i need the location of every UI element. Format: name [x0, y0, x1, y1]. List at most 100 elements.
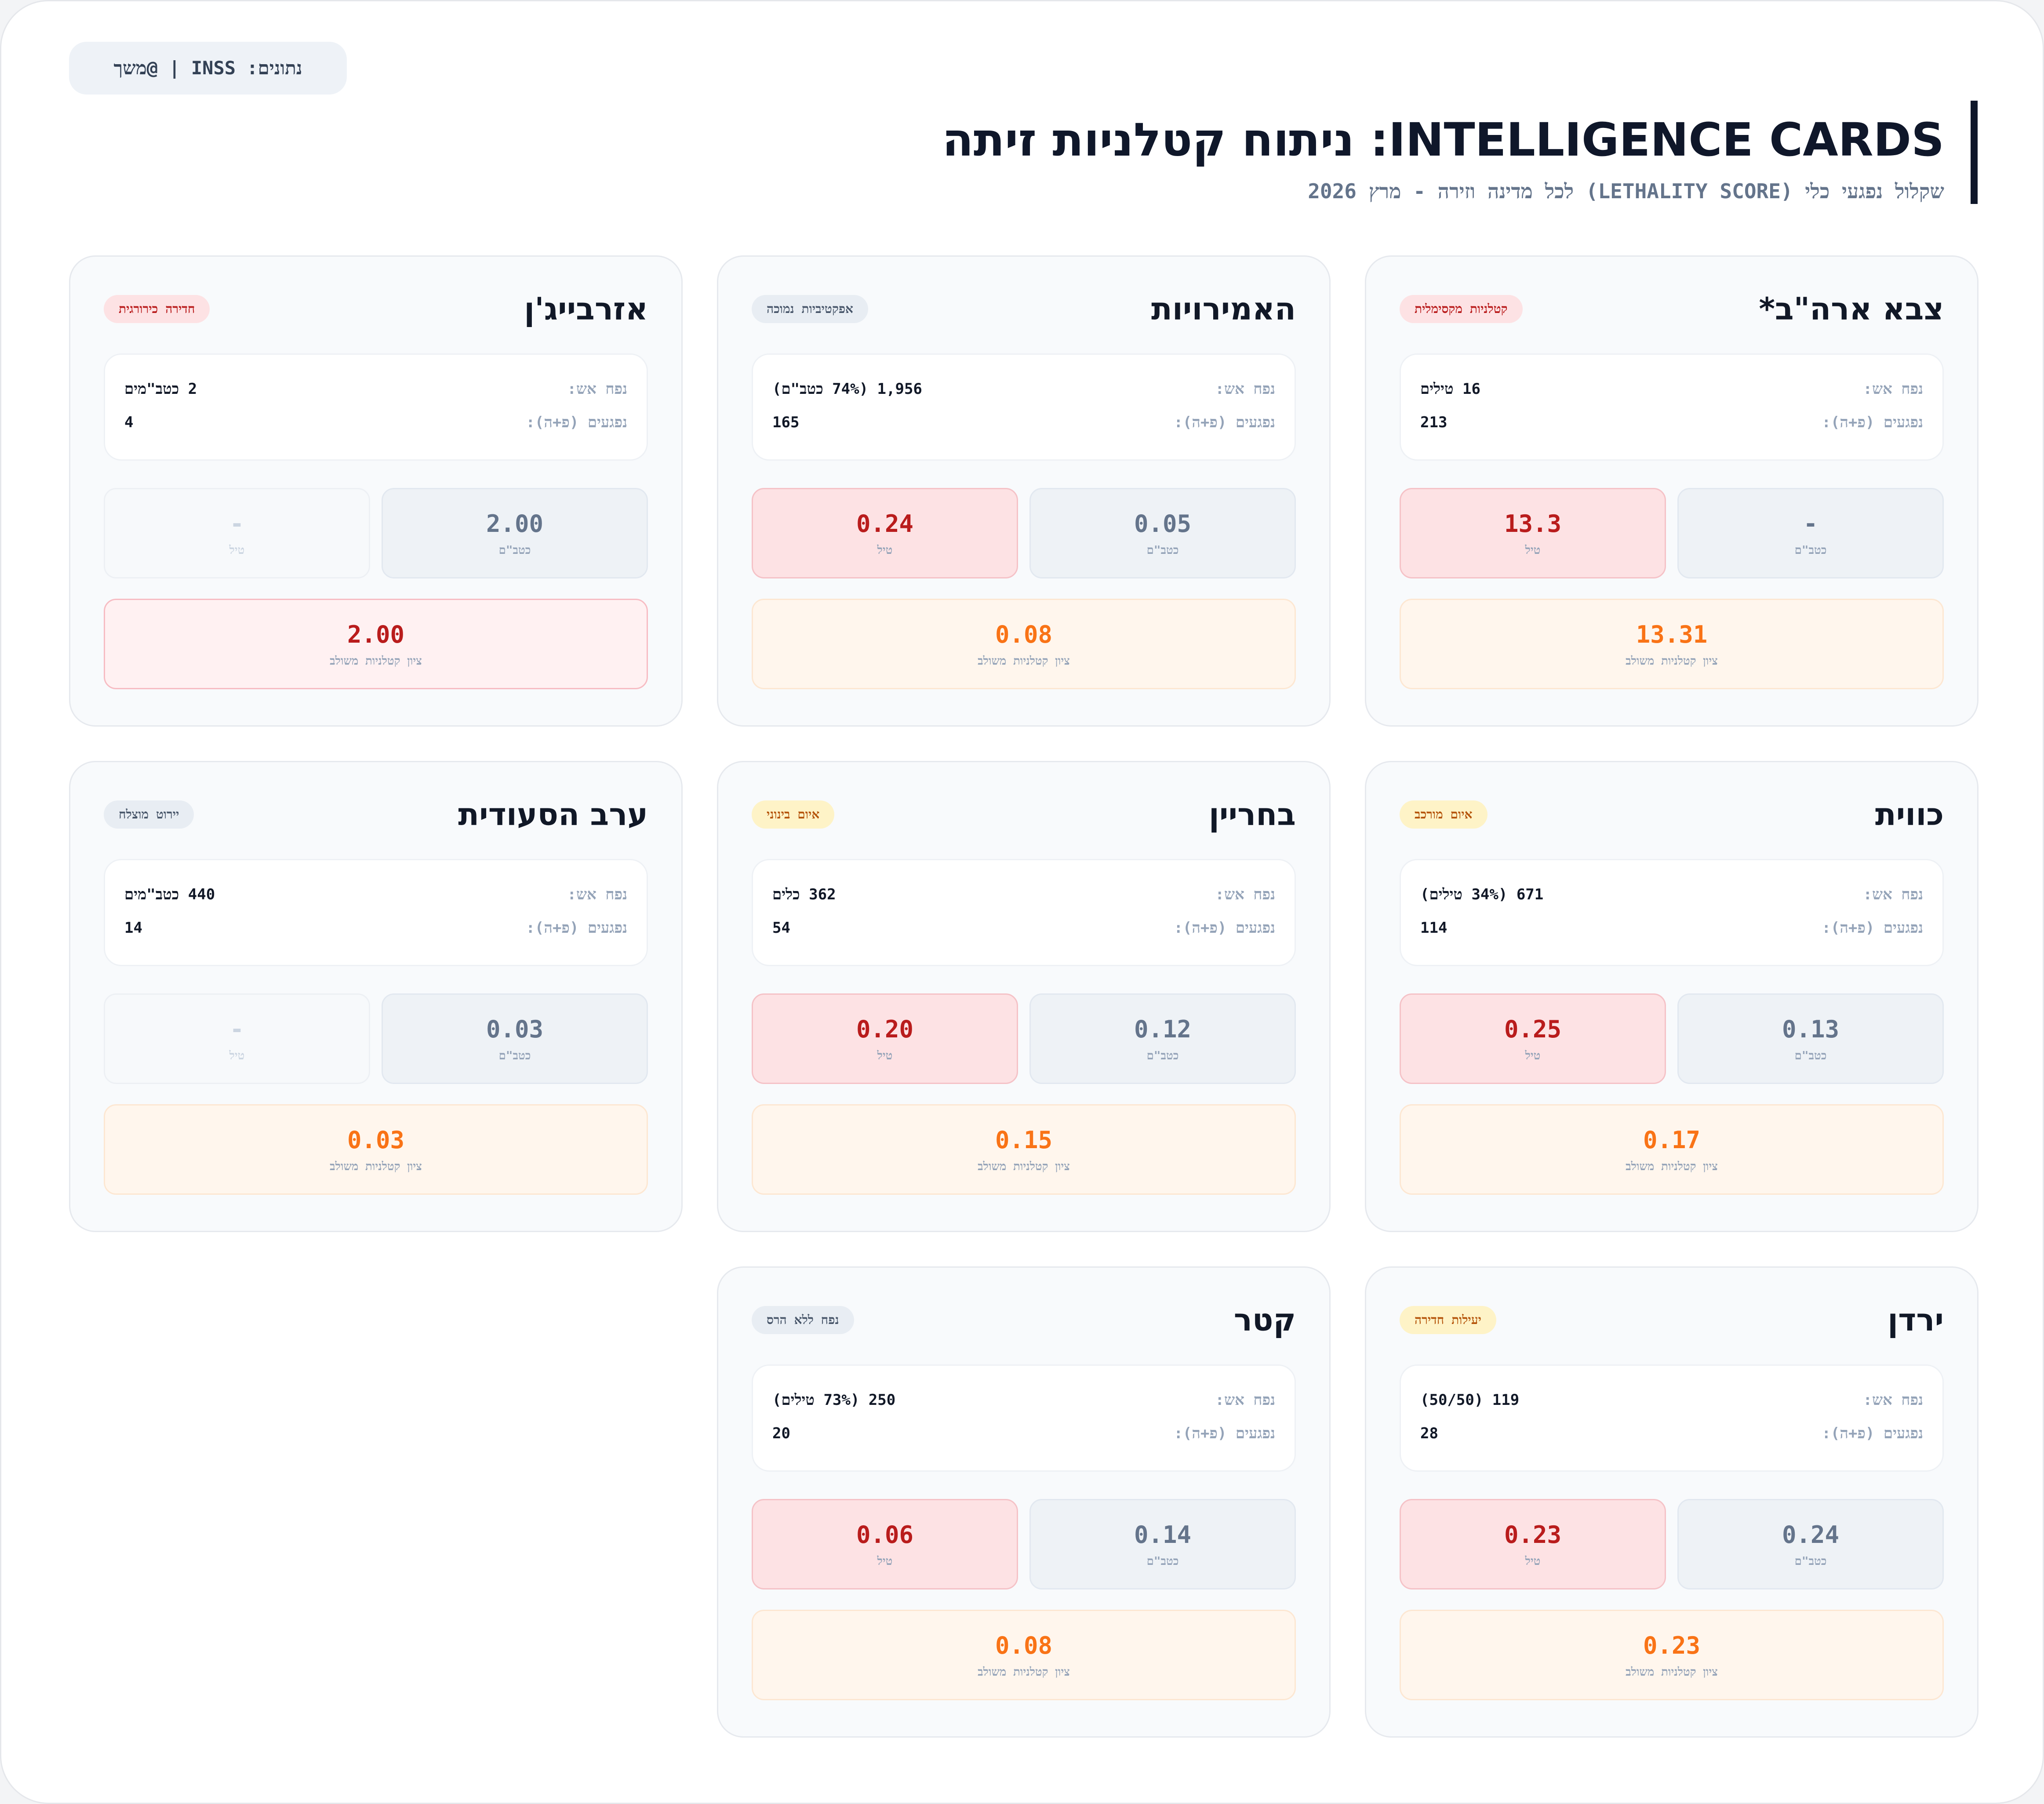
missile-label: טיל	[877, 543, 893, 557]
uav-score: -	[1803, 509, 1818, 538]
country-name: קטר	[1233, 1302, 1296, 1338]
uav-label: כטב"ם	[1146, 1554, 1179, 1568]
casualties-value: 54	[772, 919, 790, 937]
card-header: אזרבייג'ן חדירה כירורגית	[104, 289, 648, 329]
fire-value: 2 כטב"מים	[124, 380, 197, 398]
casualties-row: נפגעים (פ+ה): 213	[1420, 406, 1923, 439]
fire-row: נפח אש: 362 כלים	[772, 878, 1275, 911]
combined-label: ציון קטלניות משולב	[330, 1160, 422, 1173]
info-box: נפח אש: 119 (50/50) נפגעים (פ+ה): 28	[1400, 1364, 1944, 1472]
combined-label: ציון קטלניות משולב	[978, 1160, 1070, 1173]
missile-score: 13.3	[1504, 509, 1562, 538]
combined-label: ציון קטלניות משולב	[1626, 1665, 1718, 1679]
missile-score-box: 0.20 טיל	[752, 993, 1018, 1084]
uav-score-box: 0.13 כטב"ם	[1677, 993, 1944, 1084]
country-name: בחריין	[1208, 797, 1296, 833]
missile-score: 0.06	[856, 1520, 914, 1549]
missile-score: -	[229, 509, 244, 538]
uav-score-box: - כטב"ם	[1677, 488, 1944, 578]
missile-score: 0.23	[1504, 1520, 1562, 1549]
casualties-label: נפגעים (פ+ה):	[1174, 414, 1275, 431]
country-name: אזרבייג'ן	[524, 291, 648, 327]
combined-score: 0.08	[995, 1631, 1053, 1659]
missile-score: 0.20	[856, 1015, 914, 1043]
fire-row: נפח אש: 2 כטב"מים	[124, 372, 627, 406]
fire-value: 1,956 (74% כטב"ם)	[772, 380, 922, 398]
fire-row: נפח אש: 671 (34% טילים)	[1420, 878, 1923, 911]
uav-score: 0.14	[1134, 1520, 1192, 1549]
status-badge: איום מורכב	[1400, 800, 1488, 829]
metrics-row: 0.12 כטב"ם 0.20 טיל	[752, 993, 1296, 1084]
card-header: האמירויות אפקטיביות נמוכה	[752, 289, 1296, 329]
missile-label: טיל	[229, 1049, 245, 1062]
cards-grid: צבא ארה"ב* קטלניות מקסימלית נפח אש: 16 ט…	[69, 255, 1979, 1739]
uav-label: כטב"ם	[1794, 543, 1827, 557]
fire-label: נפח אש:	[1215, 1391, 1275, 1409]
combined-score: 0.17	[1643, 1126, 1701, 1154]
metrics-row: 0.03 כטב"ם - טיל	[104, 993, 648, 1084]
fire-value: 16 טילים	[1420, 380, 1480, 398]
casualties-value: 28	[1420, 1425, 1438, 1442]
info-box: נפח אש: 2 כטב"מים נפגעים (פ+ה): 4	[104, 353, 648, 461]
missile-score-box: 0.06 טיל	[752, 1499, 1018, 1589]
metrics-row: 0.14 כטב"ם 0.06 טיל	[752, 1499, 1296, 1589]
info-box: נפח אש: 362 כלים נפגעים (פ+ה): 54	[752, 859, 1296, 966]
combined-label: ציון קטלניות משולב	[1626, 654, 1718, 668]
status-badge: אפקטיביות נמוכה	[752, 295, 869, 323]
uav-label: כטב"ם	[1146, 543, 1179, 557]
country-name: ערב הסעודית	[458, 797, 648, 833]
missile-score: 0.25	[1504, 1015, 1562, 1043]
fire-value: 671 (34% טילים)	[1420, 886, 1544, 903]
page-subtitle: שקלול נפגעי כלי (LETHALITY SCORE) לכל מד…	[1308, 179, 1944, 203]
uav-score-box: 0.03 כטב"ם	[382, 993, 648, 1084]
status-badge: איום בינוני	[752, 800, 835, 829]
combined-score: 0.03	[347, 1126, 405, 1154]
casualties-row: נפגעים (פ+ה): 54	[772, 911, 1275, 945]
empty-slot	[69, 1266, 683, 1738]
uav-score-box: 0.05 כטב"ם	[1029, 488, 1296, 578]
metrics-row: 2.00 כטב"ם - טיל	[104, 488, 648, 578]
missile-label: טיל	[1525, 1554, 1541, 1568]
combined-score: 0.15	[995, 1126, 1053, 1154]
metrics-row: - כטב"ם 13.3 טיל	[1400, 488, 1944, 578]
missile-label: טיל	[877, 1049, 893, 1062]
metrics-row: 0.24 כטב"ם 0.23 טיל	[1400, 1499, 1944, 1589]
fire-label: נפח אש:	[1215, 886, 1275, 903]
card-header: קטר נפח ללא הרס	[752, 1300, 1296, 1340]
uav-score: 0.03	[486, 1015, 544, 1043]
country-card: האמירויות אפקטיביות נמוכה נפח אש: 1,956 …	[717, 255, 1331, 727]
info-box: נפח אש: 440 כטב"מים נפגעים (פ+ה): 14	[104, 859, 648, 966]
status-badge: קטלניות מקסימלית	[1400, 295, 1523, 323]
fire-row: נפח אש: 16 טילים	[1420, 372, 1923, 406]
country-name: האמירויות	[1151, 291, 1296, 327]
casualties-row: נפגעים (פ+ה): 14	[124, 911, 627, 945]
uav-label: כטב"ם	[498, 543, 531, 557]
info-box: נפח אש: 250 (73% טילים) נפגעים (פ+ה): 20	[752, 1364, 1296, 1472]
casualties-row: נפגעים (פ+ה): 28	[1420, 1417, 1923, 1450]
casualties-value: 114	[1420, 919, 1448, 937]
casualties-row: נפגעים (פ+ה): 165	[772, 406, 1275, 439]
uav-score-box: 0.24 כטב"ם	[1677, 1499, 1944, 1589]
fire-value: 250 (73% טילים)	[772, 1391, 896, 1409]
casualties-value: 213	[1420, 414, 1448, 431]
casualties-label: נפגעים (פ+ה):	[1174, 1425, 1275, 1442]
country-card: ערב הסעודית יירוט מוצלח נפח אש: 440 כטב"…	[69, 761, 683, 1232]
country-name: צבא ארה"ב*	[1759, 291, 1944, 327]
card-header: ירדן יעילות חדירה	[1400, 1300, 1944, 1340]
fire-row: נפח אש: 440 כטב"מים	[124, 878, 627, 911]
casualties-label: נפגעים (פ+ה):	[1822, 1425, 1923, 1442]
casualties-label: נפגעים (פ+ה):	[526, 919, 627, 937]
fire-value: 119 (50/50)	[1420, 1391, 1520, 1409]
info-box: נפח אש: 671 (34% טילים) נפגעים (פ+ה): 11…	[1400, 859, 1944, 966]
casualties-label: נפגעים (פ+ה):	[1822, 414, 1923, 431]
uav-label: כטב"ם	[1794, 1049, 1827, 1062]
combined-score-box: 0.15 ציון קטלניות משולב	[752, 1104, 1296, 1195]
casualties-label: נפגעים (פ+ה):	[1174, 919, 1275, 937]
casualties-value: 14	[124, 919, 142, 937]
casualties-row: נפגעים (פ+ה): 4	[124, 406, 627, 439]
combined-score-box: 0.03 ציון קטלניות משולב	[104, 1104, 648, 1195]
status-badge: חדירה כירורגית	[104, 295, 210, 323]
country-card: בחריין איום בינוני נפח אש: 362 כלים נפגע…	[717, 761, 1331, 1232]
combined-score: 13.31	[1636, 620, 1708, 648]
country-card: ירדן יעילות חדירה נפח אש: 119 (50/50) נפ…	[1365, 1266, 1979, 1738]
